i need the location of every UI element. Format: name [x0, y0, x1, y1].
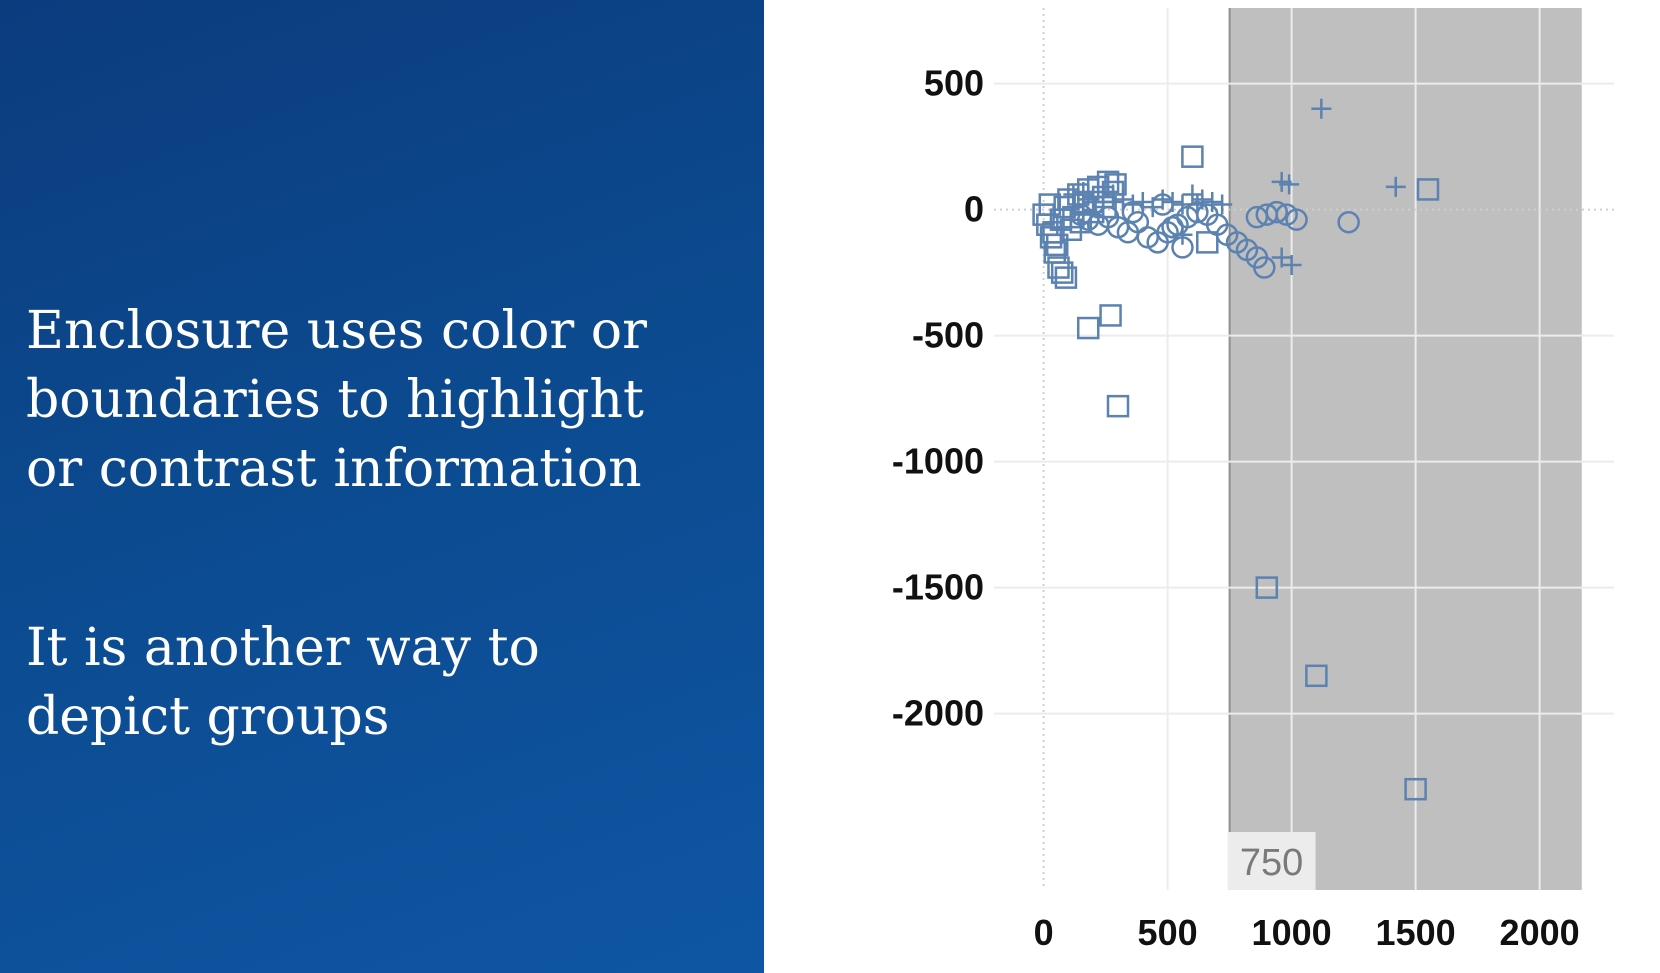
slide-text-groups: It is another way to depict groups — [26, 618, 540, 747]
data-point-square — [1106, 394, 1130, 418]
x-tick-label: 1000 — [1252, 912, 1332, 953]
data-point-square — [1305, 664, 1328, 688]
slide-panel: Enclosure uses color or boundaries to hi… — [0, 0, 764, 973]
data-point-circle — [1265, 200, 1288, 224]
data-point-plus — [1311, 98, 1332, 119]
data-point-plus — [1281, 255, 1302, 276]
data-point-plus — [1073, 181, 1094, 202]
data-point-plus — [1103, 184, 1124, 205]
data-point-plus — [1122, 194, 1143, 215]
data-point-plus — [1083, 187, 1104, 207]
data-point-plus — [1132, 192, 1153, 213]
x-tick-label: 0 — [1034, 912, 1054, 953]
y-tick-label: -1500 — [892, 567, 984, 608]
scatter-chart: 500 0 -500 -1000 -1500 -2000 0 500 1000 1500 2000 7… — [764, 0, 1660, 973]
y-tick-label: -500 — [912, 315, 984, 356]
data-point-plus — [1172, 224, 1193, 245]
enclosure-label-box — [1227, 832, 1316, 890]
data-point-plus — [1187, 194, 1208, 215]
data-point-square — [1050, 261, 1074, 284]
data-point-plus — [1182, 184, 1203, 205]
data-point-square — [1181, 145, 1204, 168]
data-point-circle — [1253, 256, 1276, 279]
data-point-plus — [1152, 189, 1173, 210]
data-point-square — [1416, 178, 1440, 201]
slide-text-enclosure: Enclosure uses color or boundaries to hi… — [26, 301, 647, 499]
y-tick-label: 0 — [964, 189, 984, 230]
data-point-square — [1196, 231, 1219, 254]
x-tick-label: 1500 — [1376, 912, 1456, 953]
data-point-plus — [1192, 189, 1213, 210]
enclosure-threshold-label: 750 — [1240, 842, 1303, 884]
x-tick-label: 500 — [1138, 912, 1198, 953]
data-point-square — [1099, 304, 1122, 327]
data-point-square — [1054, 266, 1078, 289]
y-tick-label: -2000 — [892, 693, 984, 734]
data-point-plus — [1279, 174, 1300, 195]
data-point-circle — [1337, 210, 1360, 234]
data-point-square — [1076, 316, 1100, 340]
data-point-plus — [1385, 176, 1406, 197]
y-tick-label: 500 — [924, 63, 984, 104]
enclosure-region — [1229, 8, 1582, 890]
data-point-plus — [1202, 192, 1223, 213]
y-tick-label: -1000 — [892, 441, 984, 482]
data-point-plus — [1162, 192, 1183, 213]
data-point-square — [1045, 233, 1069, 257]
data-point-square — [1255, 576, 1279, 599]
x-tick-label: 2000 — [1500, 912, 1580, 953]
data-point-plus — [1063, 184, 1084, 205]
data-point-circle — [1285, 208, 1308, 231]
data-point-plus — [1112, 189, 1133, 210]
data-point-plus — [1212, 194, 1233, 215]
scatter-plot-svg: 500 0 -500 -1000 -1500 -2000 0 500 1000 1500 2000 7… — [892, 8, 1614, 953]
data-point-square — [1404, 777, 1427, 801]
